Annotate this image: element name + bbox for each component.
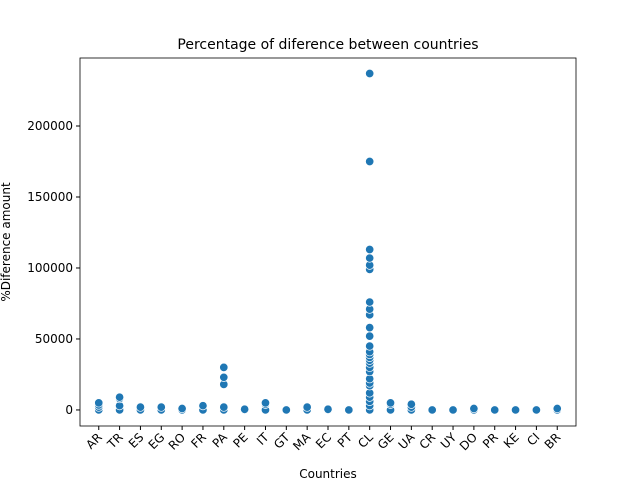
y-tick-label: 150000: [27, 190, 73, 204]
point: [490, 405, 500, 415]
point: [511, 405, 521, 415]
plot-frame: [79, 57, 577, 427]
x-tick-label: KE: [501, 430, 522, 451]
x-tick-label: BR: [542, 430, 564, 452]
x-tick-label: EC: [313, 430, 334, 451]
point: [219, 362, 229, 372]
point: [344, 405, 354, 415]
point: [552, 403, 562, 414]
point: [365, 323, 375, 333]
x-axis-label: Countries: [299, 467, 357, 480]
point: [365, 156, 375, 167]
x-tick-label: AR: [83, 430, 105, 452]
x-tick-label: PA: [210, 430, 231, 451]
x-tick-label: GT: [271, 430, 293, 452]
x-tick-label: ES: [126, 430, 147, 451]
y-tick-label: 0: [65, 403, 73, 417]
x-tick-label: RO: [166, 430, 188, 452]
x-tick-label: IT: [254, 430, 272, 448]
x-tick-label: CL: [355, 430, 376, 451]
point: [135, 402, 145, 412]
point: [260, 398, 271, 408]
point: [406, 399, 416, 409]
point: [427, 405, 437, 415]
x-tick-label: CR: [417, 430, 439, 452]
point: [198, 401, 208, 411]
point: [219, 402, 229, 412]
point: [94, 398, 104, 408]
x-tick-label: DO: [457, 430, 480, 453]
point: [365, 244, 375, 255]
x-tick-label: PT: [335, 430, 356, 451]
point: [156, 402, 166, 412]
point: [302, 402, 312, 412]
x-tick-label: EG: [146, 430, 168, 452]
y-tick-label: 50000: [35, 332, 73, 346]
y-tick-label: 200000: [27, 119, 73, 133]
point: [365, 297, 375, 307]
point: [365, 331, 375, 341]
point: [365, 341, 375, 351]
x-tick-label: UY: [438, 430, 460, 452]
x-tick-label: GE: [375, 430, 397, 452]
x-tick-label: MA: [290, 430, 314, 454]
point: [240, 404, 250, 414]
x-tick-label: UA: [396, 430, 418, 452]
point: [365, 253, 375, 263]
x-tick-label: TR: [104, 430, 126, 452]
point: [323, 404, 333, 414]
point: [281, 405, 291, 415]
x-tick-label: FR: [188, 430, 209, 451]
point: [177, 403, 187, 414]
point: [385, 398, 396, 408]
x-tick-label: PE: [230, 430, 250, 450]
point: [115, 392, 125, 402]
point: [531, 405, 541, 415]
x-tick-label: PR: [480, 430, 501, 451]
y-tick-label: 100000: [27, 261, 73, 275]
chart-title: Percentage of diference between countrie…: [177, 37, 478, 53]
point: [448, 405, 458, 415]
point: [219, 372, 229, 382]
x-tick-label: CI: [524, 430, 542, 448]
y-axis-label: %Diference amount: [0, 182, 13, 302]
point: [469, 403, 479, 414]
point: [365, 68, 375, 79]
